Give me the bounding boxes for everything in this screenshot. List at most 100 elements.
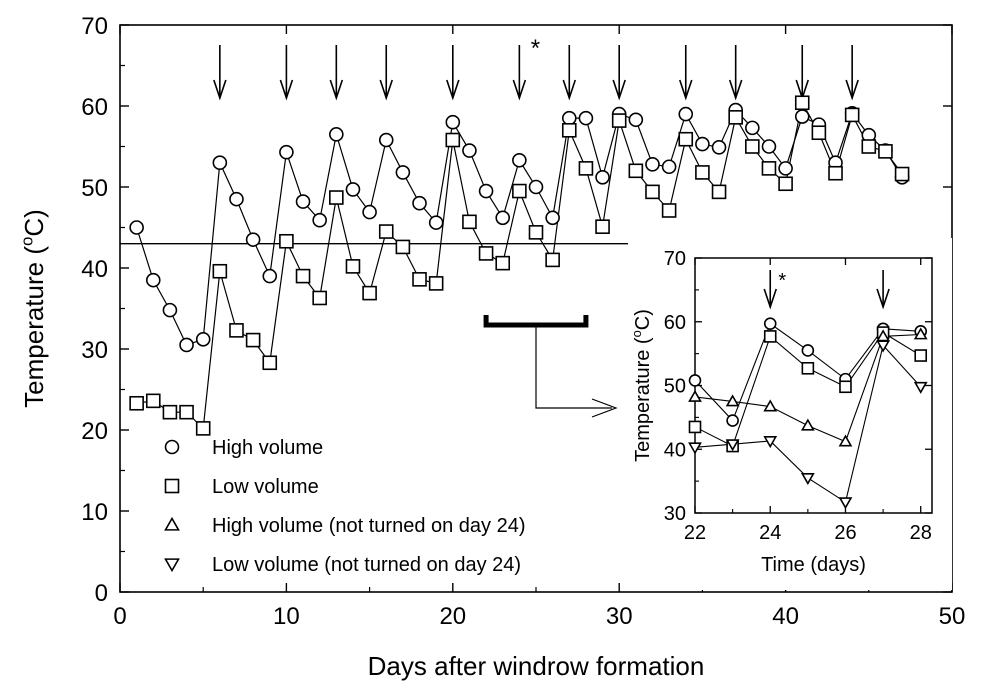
inset-y-axis-title: Temperature (oC) bbox=[629, 309, 654, 462]
x-axis-title: Days after windrow formation bbox=[368, 651, 705, 681]
turning-arrow-head bbox=[213, 79, 227, 101]
bracket-arrowhead bbox=[591, 398, 618, 418]
data-point-circle bbox=[528, 179, 544, 195]
data-point-square bbox=[195, 421, 211, 436]
legend-label: Low volume (not turned on day 24) bbox=[212, 554, 521, 576]
data-point-square bbox=[312, 290, 327, 306]
y-tick-label: 50 bbox=[81, 175, 108, 202]
inset-y-tick-label: 50 bbox=[664, 376, 686, 398]
data-point-circle bbox=[229, 191, 244, 207]
legend-marker-circle bbox=[164, 439, 180, 455]
legend-marker-triangle-down bbox=[164, 558, 180, 573]
y-tick-label: 0 bbox=[95, 580, 108, 607]
data-point-square bbox=[545, 252, 560, 268]
data-point-circle bbox=[428, 215, 444, 230]
turning-arrow bbox=[562, 45, 577, 101]
data-point-circle bbox=[761, 139, 777, 154]
data-point-square bbox=[162, 404, 178, 420]
inset-data-point-triangle-up bbox=[913, 327, 928, 340]
data-point-circle bbox=[329, 127, 344, 142]
data-point-square bbox=[745, 139, 760, 154]
turning-arrow bbox=[446, 45, 460, 101]
inset-bracket bbox=[483, 315, 618, 418]
data-point-square bbox=[661, 203, 677, 218]
data-point-square bbox=[678, 131, 694, 147]
legend-label: High volume (not turned on day 24) bbox=[212, 515, 526, 537]
y-tick-label: 30 bbox=[81, 337, 108, 364]
data-point-circle bbox=[345, 182, 361, 197]
y-tick-label: 60 bbox=[81, 94, 108, 121]
data-point-circle bbox=[778, 161, 793, 176]
data-point-circle bbox=[445, 114, 461, 130]
inset-turning-asterisk: * bbox=[778, 270, 786, 292]
data-point-circle bbox=[745, 120, 760, 136]
data-point-square bbox=[861, 139, 877, 154]
data-point-square bbox=[295, 268, 311, 284]
turning-arrow-head bbox=[728, 79, 743, 101]
inset-data-point-triangle-up bbox=[763, 399, 778, 412]
data-point-square bbox=[345, 259, 361, 274]
data-point-circle bbox=[362, 204, 377, 220]
turning-arrow-head bbox=[679, 79, 693, 101]
data-point-square bbox=[512, 183, 527, 199]
data-point-square bbox=[145, 393, 161, 409]
data-point-square bbox=[428, 276, 444, 291]
data-point-circle bbox=[262, 268, 278, 284]
turning-arrow bbox=[728, 45, 743, 101]
data-point-circle bbox=[794, 109, 810, 124]
inset-turning-arrow-head bbox=[763, 288, 777, 310]
data-point-circle bbox=[279, 144, 294, 160]
inset-y-tick-label: 60 bbox=[664, 312, 686, 334]
data-point-circle bbox=[645, 157, 660, 172]
turning-arrow bbox=[329, 45, 344, 101]
x-tick-label: 10 bbox=[273, 603, 300, 630]
inset-x-tick-label: 28 bbox=[910, 522, 932, 544]
data-point-circle bbox=[412, 195, 427, 211]
data-point-circle bbox=[312, 212, 327, 228]
turning-arrow-head bbox=[446, 79, 460, 101]
turning-arrow bbox=[845, 45, 859, 101]
legend-marker-square bbox=[164, 478, 180, 494]
turning-arrow-head bbox=[612, 79, 626, 101]
data-point-circle bbox=[628, 112, 644, 128]
turning-arrow-head bbox=[329, 79, 344, 101]
data-point-square bbox=[528, 225, 544, 240]
inset-data-point-triangle-down bbox=[800, 473, 815, 486]
x-tick-label: 40 bbox=[772, 603, 799, 630]
data-point-square bbox=[794, 95, 810, 111]
data-point-square bbox=[262, 355, 278, 371]
data-point-square bbox=[395, 239, 411, 255]
turning-arrow-head bbox=[562, 79, 577, 101]
inset-data-point-triangle-down bbox=[688, 442, 702, 455]
data-point-square bbox=[828, 165, 843, 181]
data-point-square bbox=[245, 332, 261, 348]
inset-data-point-square bbox=[763, 330, 777, 343]
data-point-circle bbox=[378, 132, 394, 148]
data-point-square bbox=[811, 125, 827, 141]
turning-asterisk: * bbox=[531, 35, 540, 62]
data-point-circle bbox=[495, 210, 511, 226]
data-point-circle bbox=[212, 155, 228, 170]
inset-turning-arrow-head bbox=[876, 288, 890, 310]
data-point-square bbox=[362, 285, 377, 301]
data-point-circle bbox=[695, 136, 710, 152]
data-point-circle bbox=[711, 140, 727, 155]
turning-arrow bbox=[795, 45, 809, 101]
bracket-shape bbox=[483, 315, 589, 328]
legend-label: Low volume bbox=[212, 476, 319, 498]
y-tick-label: 20 bbox=[81, 418, 108, 445]
inset-data-point-triangle-up bbox=[725, 394, 740, 407]
data-point-square bbox=[329, 190, 344, 205]
legend-marker-triangle-up bbox=[164, 516, 180, 531]
data-point-circle bbox=[512, 152, 527, 168]
inset-background bbox=[628, 238, 952, 590]
data-point-square bbox=[628, 163, 644, 179]
turning-arrow-head bbox=[512, 79, 527, 101]
data-point-square bbox=[695, 165, 710, 180]
inset-data-point-triangle-down bbox=[876, 340, 890, 353]
inset-data-point-square bbox=[801, 361, 815, 375]
data-point-square bbox=[711, 184, 727, 200]
data-point-square bbox=[478, 246, 494, 261]
inset-data-point-circle bbox=[688, 374, 702, 387]
